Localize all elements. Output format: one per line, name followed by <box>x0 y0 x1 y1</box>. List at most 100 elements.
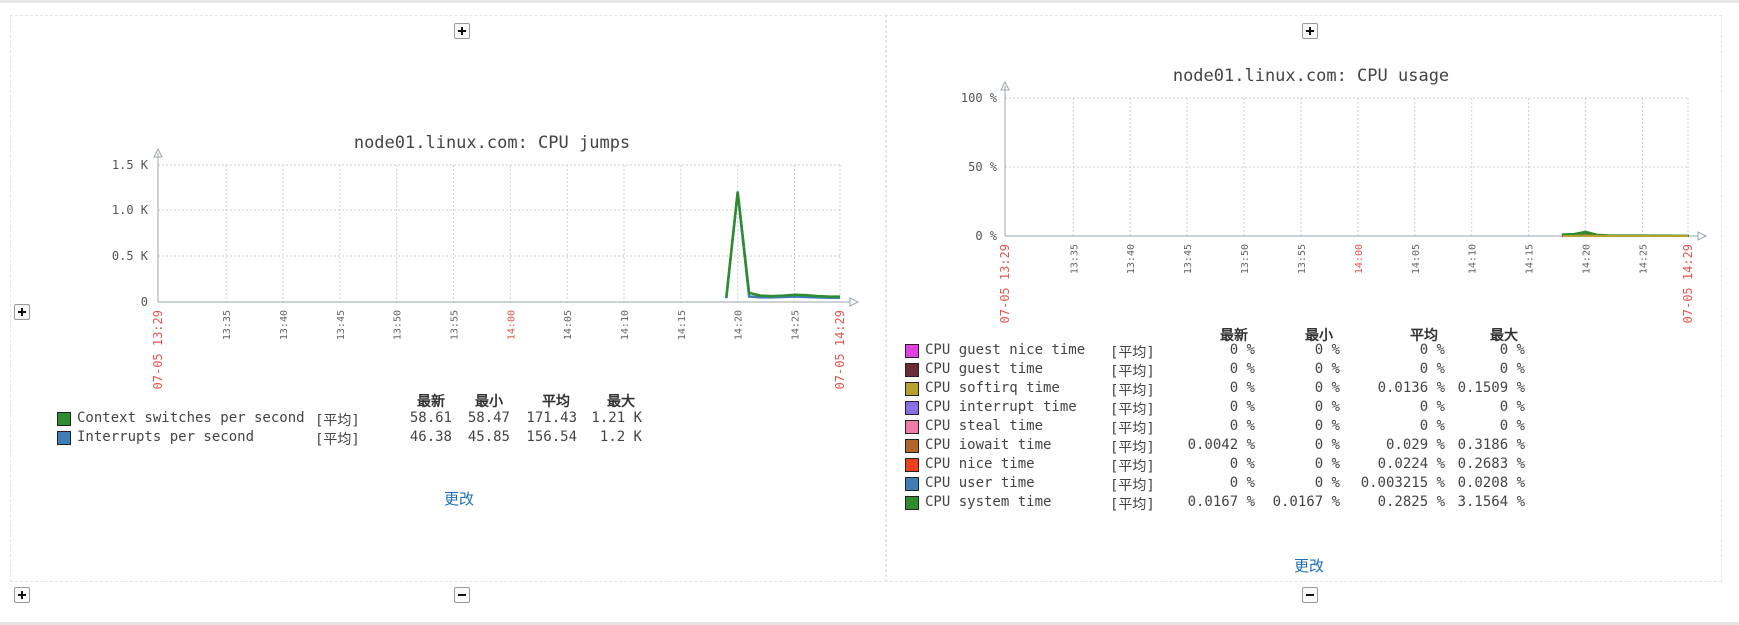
legend-value-min: 0 % <box>1314 361 1340 377</box>
x-tick-label: 13:40 <box>279 310 290 340</box>
legend-value-min: 58.47 <box>467 410 510 426</box>
graph-title: node01.linux.com: CPU jumps <box>354 133 630 153</box>
legend-value-last: 0 % <box>1229 361 1255 377</box>
legend-color-swatch <box>905 477 919 491</box>
legend-color-swatch <box>905 439 919 453</box>
legend-value-avg: 0.0136 % <box>1377 380 1445 396</box>
x-tick-label: 14:25 <box>1638 244 1649 274</box>
y-tick-label: 0 <box>141 295 148 309</box>
legend-value-avg: 0 % <box>1419 342 1445 358</box>
legend-value-last: 0 % <box>1229 380 1255 396</box>
legend-series-name: CPU steal time <box>925 418 1044 434</box>
x-tick-label: 14:15 <box>1525 244 1536 274</box>
x-tick-label: 14:05 <box>563 310 574 340</box>
legend-color-swatch <box>905 496 919 510</box>
legend-func: [平均] <box>1110 345 1155 361</box>
legend-value-min: 0 % <box>1314 475 1340 491</box>
x-tick-label: 13:55 <box>450 310 461 340</box>
x-tick-label: 14:10 <box>1468 244 1479 274</box>
legend-value-avg: 156.54 <box>526 429 577 445</box>
add-widget-bottom-left-button[interactable] <box>14 587 30 603</box>
graph-title: node01.linux.com: CPU usage <box>1173 66 1449 86</box>
legend-value-last: 0 % <box>1229 456 1255 472</box>
legend-value-avg: 0 % <box>1419 399 1445 415</box>
x-axis-arrow <box>849 297 860 307</box>
legend-header-last: 最新 <box>417 394 445 410</box>
legend-value-avg: 0.003215 % <box>1360 475 1445 491</box>
change-button-right[interactable]: 更改 <box>1294 557 1325 575</box>
y-tick-label: 0.5 K <box>112 249 149 263</box>
legend-value-last: 46.38 <box>409 429 452 445</box>
x-tick-label: 14:15 <box>677 310 688 340</box>
y-tick-label: 1.5 K <box>112 158 149 172</box>
y-tick-label: 50 % <box>968 160 998 174</box>
legend-value-max: 0 % <box>1499 361 1525 377</box>
legend-func: [平均] <box>315 432 360 448</box>
x-tick-label: 07-05 13:29 <box>998 244 1012 323</box>
legend-value-max: 3.1564 % <box>1457 494 1525 510</box>
widget-panel-left <box>10 15 887 582</box>
legend-value-max: 0 % <box>1499 342 1525 358</box>
x-tick-label: 13:35 <box>222 310 233 340</box>
legend-value-min: 0 % <box>1314 437 1340 453</box>
x-tick-label: 14:10 <box>620 310 631 340</box>
legend-value-min: 0.0167 % <box>1272 494 1340 510</box>
legend-value-avg: 0.029 % <box>1385 437 1445 453</box>
legend-value-last: 0 % <box>1229 342 1255 358</box>
legend-series-name: Context switches per second <box>77 410 305 426</box>
legend-value-min: 0 % <box>1314 342 1340 358</box>
legend-func: [平均] <box>1110 383 1155 399</box>
legend-value-max: 0.2683 % <box>1457 456 1525 472</box>
x-tick-label: 13:50 <box>1240 244 1251 274</box>
x-tick-label: 13:45 <box>336 310 347 340</box>
legend-value-max: 1.2 K <box>599 429 642 445</box>
x-tick-label: 13:50 <box>393 310 404 340</box>
remove-widget-right-button[interactable] <box>1302 587 1318 603</box>
legend-value-last: 0.0167 % <box>1187 494 1255 510</box>
legend-value-min: 0 % <box>1314 399 1340 415</box>
legend-color-swatch <box>905 363 919 377</box>
legend-value-min: 0 % <box>1314 456 1340 472</box>
y-axis-arrow <box>153 147 163 158</box>
x-tick-label: 13:40 <box>1126 244 1137 274</box>
legend-color-swatch <box>57 431 71 445</box>
legend-func: [平均] <box>1110 402 1155 418</box>
legend-series-name: CPU guest time <box>925 361 1044 377</box>
legend-series-name: CPU softirq time <box>925 380 1060 396</box>
legend-value-last: 0 % <box>1229 418 1255 434</box>
legend-func: [平均] <box>1110 440 1155 456</box>
x-tick-label: 13:35 <box>1069 244 1080 274</box>
legend-header-max: 最大 <box>607 394 635 410</box>
y-tick-label: 0 % <box>975 229 997 243</box>
legend-series-name: Interrupts per second <box>77 429 255 445</box>
legend-value-min: 0 % <box>1314 380 1340 396</box>
legend-value-max: 0 % <box>1499 399 1525 415</box>
legend-series-name: CPU guest nice time <box>925 342 1086 358</box>
legend-value-last: 0 % <box>1229 399 1255 415</box>
add-column-left-button[interactable] <box>14 304 30 320</box>
legend-color-swatch <box>57 412 71 426</box>
legend-header-min: 最小 <box>1305 328 1333 344</box>
legend-func: [平均] <box>1110 478 1155 494</box>
legend-value-max: 0.1509 % <box>1457 380 1525 396</box>
legend-value-max: 0 % <box>1499 418 1525 434</box>
legend-value-last: 0 % <box>1229 475 1255 491</box>
x-tick-label: 14:00 <box>1354 244 1365 274</box>
legend-value-max: 1.21 K <box>591 410 642 426</box>
change-button-left[interactable]: 更改 <box>444 490 475 508</box>
legend-func: [平均] <box>1110 421 1155 437</box>
x-tick-label: 14:00 <box>506 310 517 340</box>
legend-header-last: 最新 <box>1220 328 1248 344</box>
legend-header-avg: 平均 <box>1410 328 1438 344</box>
x-tick-label: 13:45 <box>1183 244 1194 274</box>
legend-header-min: 最小 <box>475 394 503 410</box>
legend-header-avg: 平均 <box>542 394 570 410</box>
y-tick-label: 1.0 K <box>112 203 149 217</box>
legend-value-max: 0.0208 % <box>1457 475 1525 491</box>
add-widget-above-left-button[interactable] <box>454 23 470 39</box>
add-widget-above-right-button[interactable] <box>1302 23 1318 39</box>
legend-func: [平均] <box>315 413 360 429</box>
x-tick-label: 14:25 <box>791 310 802 340</box>
remove-widget-left-button[interactable] <box>454 587 470 603</box>
y-tick-label: 100 % <box>961 91 998 105</box>
